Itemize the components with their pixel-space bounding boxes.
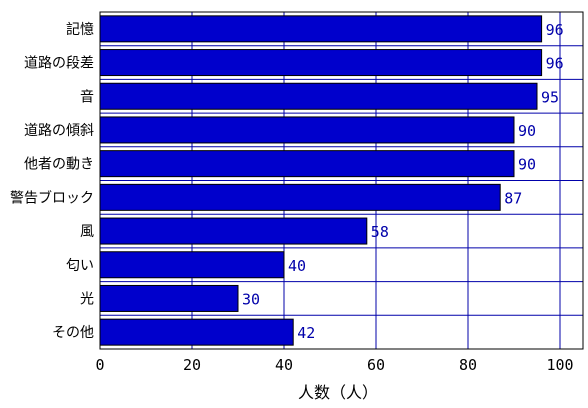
category-label: 音 <box>80 88 94 105</box>
plot-area-border <box>99 11 584 350</box>
bar <box>99 284 239 312</box>
value-label: 87 <box>504 189 522 207</box>
value-label: 30 <box>242 290 260 308</box>
bar <box>99 217 368 245</box>
category-label: 警告ブロック <box>10 189 94 206</box>
plot-frame <box>99 11 584 350</box>
value-label: 90 <box>518 122 536 140</box>
x-tick-label: 80 <box>459 356 477 374</box>
value-label: 95 <box>541 88 559 106</box>
category-label: 風 <box>80 224 94 240</box>
value-label: 96 <box>546 21 564 39</box>
x-axis-title: 人数（人） <box>298 383 378 402</box>
bar <box>99 318 294 346</box>
value-label: 40 <box>288 257 306 275</box>
category-label: 道路の段差 <box>24 56 94 72</box>
x-tick-label: 60 <box>367 356 385 374</box>
bar <box>99 183 501 211</box>
value-label: 90 <box>518 156 536 174</box>
x-tick-label: 100 <box>546 356 573 374</box>
bar <box>99 49 543 77</box>
x-tick-label: 40 <box>275 356 293 374</box>
bar <box>99 251 285 279</box>
bar <box>99 82 538 110</box>
bar <box>99 150 515 178</box>
category-label: 他者の動き <box>24 157 94 173</box>
label-layer: 0 20 40 60 80 100 記憶 96 道路の段差 96 音 95 道路の傾斜 90 他者の動き 90… <box>10 21 574 374</box>
category-label: 光 <box>80 291 94 307</box>
value-label: 96 <box>546 55 564 73</box>
category-label: 匂い <box>66 258 94 274</box>
category-label: その他 <box>52 325 94 341</box>
category-label: 道路の傾斜 <box>24 123 94 139</box>
x-tick-label: 20 <box>183 356 201 374</box>
x-tick-label: 0 <box>95 356 104 374</box>
grid-layer <box>100 12 583 349</box>
value-label: 42 <box>297 324 315 342</box>
value-label: 58 <box>371 223 389 241</box>
bar-layer <box>99 15 543 346</box>
bar <box>99 116 515 144</box>
bar <box>99 15 543 43</box>
category-label: 記憶 <box>66 21 94 38</box>
